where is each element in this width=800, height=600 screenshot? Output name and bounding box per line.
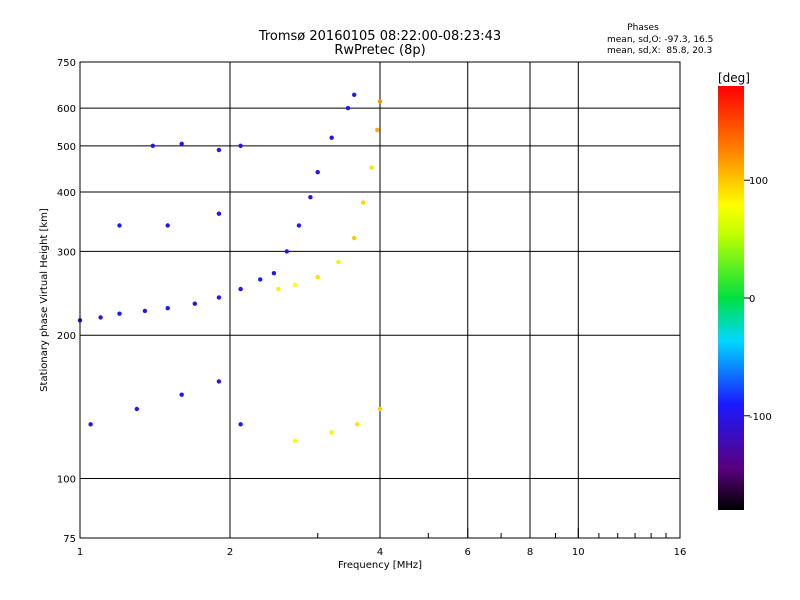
echo-point [216, 295, 222, 300]
x-tick-label: 8 [527, 547, 533, 558]
colorbar-ticks: 100 0 -100 [744, 176, 772, 423]
chart-subtitle: RwPretec (8p) [334, 43, 425, 58]
echo-point [315, 170, 320, 175]
grid-lines [80, 62, 680, 538]
echo-point [216, 211, 222, 216]
echo-point [117, 311, 122, 316]
x-axis-ticks: 1 2 4 6 8 10 16 [77, 528, 687, 558]
chart-title: Tromsø 20160105 08:22:00-08:23:43 [258, 29, 501, 44]
y-axis-ticks: 75 100 200 300 400 500 600 750 [57, 58, 76, 545]
echo-point [142, 308, 148, 314]
y-axis-label: Stationary phase Virtual Height [km] [39, 208, 50, 392]
x-tick-label: 4 [377, 547, 383, 558]
colorbar-tick-label: 0 [749, 294, 755, 305]
phase-box-line-o: mean, sd,O: -97.3, 16.5 [607, 35, 713, 45]
echo-point [292, 438, 298, 443]
colorbar-tick-label: 100 [749, 176, 768, 187]
echo-point [179, 392, 184, 397]
x-tick-label: 6 [465, 547, 471, 558]
echo-point [88, 422, 93, 427]
echo-point [276, 286, 281, 292]
echo-point [271, 271, 277, 276]
echo-point [329, 135, 334, 140]
echo-point [238, 422, 243, 427]
y-tick-label: 200 [57, 331, 76, 342]
y-tick-label: 600 [57, 104, 76, 115]
echo-point [216, 147, 222, 153]
echo-point [238, 143, 243, 148]
echo-point [98, 315, 103, 320]
colorbar [718, 86, 744, 510]
x-tick-label: 1 [77, 547, 83, 558]
phase-box-heading: Phases [627, 23, 659, 33]
echo-point [292, 282, 298, 288]
x-tick-label: 10 [572, 547, 585, 558]
echo-point [352, 235, 357, 241]
y-tick-label: 750 [57, 58, 76, 69]
y-tick-label: 500 [57, 142, 76, 153]
y-tick-label: 75 [63, 534, 76, 545]
echo-point [336, 259, 341, 265]
colorbar-label: [deg] [718, 71, 750, 85]
echo-point [329, 430, 334, 435]
echo-point [238, 286, 243, 292]
echo-point [117, 223, 122, 228]
echo-point [134, 406, 139, 412]
echo-point [308, 195, 313, 200]
x-tick-label: 2 [227, 547, 233, 558]
echo-point [179, 141, 184, 146]
x-tick-label: 16 [674, 547, 687, 558]
y-tick-label: 400 [57, 188, 76, 199]
echo-point [352, 92, 357, 98]
y-tick-label: 100 [57, 475, 76, 486]
echo-point [369, 165, 374, 170]
echo-point [360, 200, 366, 205]
echo-point [165, 223, 170, 228]
echo-point [192, 301, 197, 306]
y-tick-label: 300 [57, 247, 76, 258]
echo-point [258, 277, 263, 282]
echo-point [150, 143, 155, 148]
echo-point [296, 223, 302, 228]
echo-point [216, 379, 222, 384]
echo-point [377, 406, 383, 412]
echo-point [315, 274, 320, 280]
echo-point [284, 249, 289, 254]
echo-point [377, 99, 383, 104]
echo-point [355, 422, 360, 427]
echo-point [345, 105, 351, 111]
phase-box-line-x: mean, sd,X: 85.8, 20.3 [607, 46, 712, 56]
echo-point [375, 127, 380, 133]
echo-point [165, 306, 170, 311]
x-axis-label: Frequency [MHz] [338, 560, 422, 571]
colorbar-tick-label: -100 [749, 412, 772, 423]
